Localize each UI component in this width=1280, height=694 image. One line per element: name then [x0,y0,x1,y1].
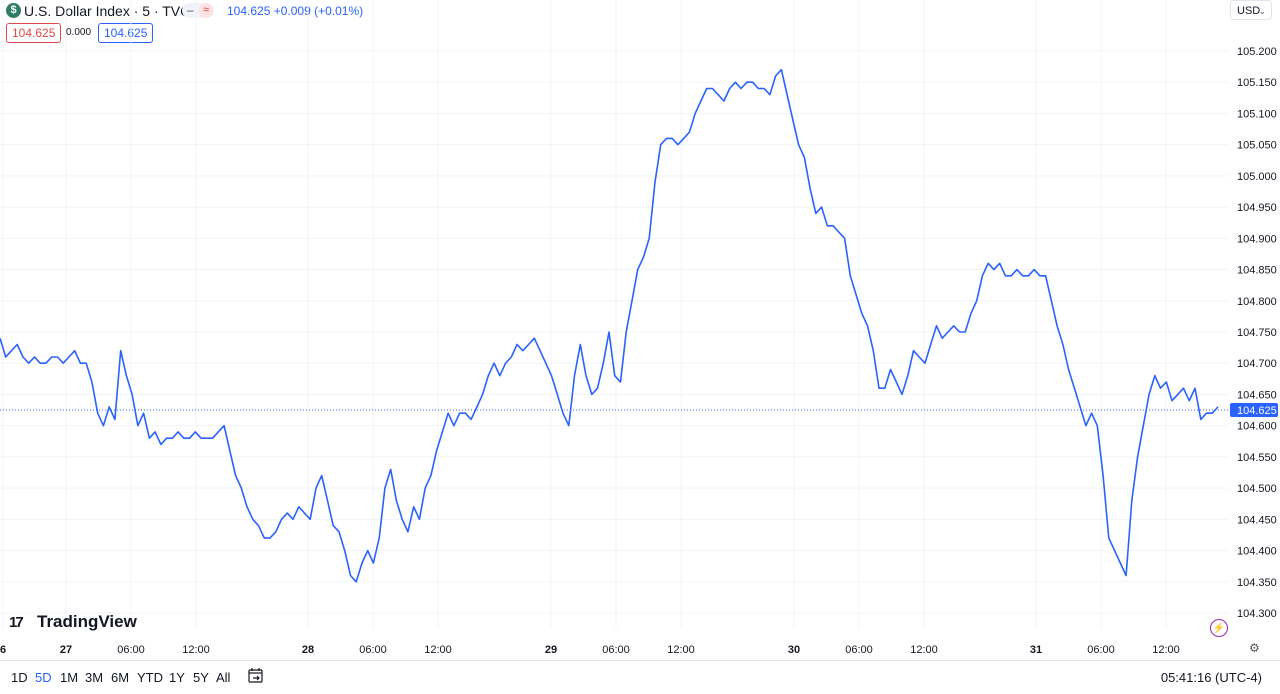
x-tick-label: 12:00 [182,644,210,656]
currency-select[interactable]: USD ⌄ [1230,0,1272,20]
tradingview-mark-icon: 17 [9,614,24,631]
y-tick-label: 104.500 [1237,483,1277,495]
y-tick-label: 104.950 [1237,202,1277,214]
last-price-marker [1230,403,1278,418]
y-tick-label: 104.650 [1237,389,1277,401]
x-tick-label: 12:00 [910,644,938,656]
y-tick-label: 105.200 [1237,46,1277,58]
market-status-icon[interactable]: – [187,3,194,17]
range-1m-button[interactable]: 1M [60,670,79,685]
price-line [0,68,1219,583]
y-tick-label: 104.450 [1237,514,1277,526]
lightning-icon[interactable]: ⚡ [1210,619,1228,637]
price-change: +0.009 (+0.01%) [273,4,364,18]
range-1d-button[interactable]: 1D [11,670,28,685]
x-tick-label: 27 [60,644,72,656]
x-tick-label: 06:00 [602,644,630,656]
chart-grid [0,0,1228,628]
x-tick-label: 28 [302,644,314,656]
brand-name: TradingView [37,612,137,631]
y-tick-label: 104.550 [1237,452,1277,464]
last-price: 104.625 [227,4,271,18]
price-line-series [0,68,1219,583]
y-tick-label: 105.150 [1237,77,1277,89]
y-tick-label: 105.050 [1237,140,1277,152]
range-5d-button[interactable]: 5D [35,670,52,685]
sell-button[interactable]: 104.625 [6,23,62,43]
data-delay-icon[interactable]: ≈ [199,3,213,18]
time-axis: 6 27 06:00 12:00 28 06:00 12:00 29 06:00 12:00 30 0… [0,644,1180,656]
chevron-down-icon: ⌄ [1258,6,1266,16]
range-6m-button[interactable]: 6M [111,670,130,685]
dollar-icon: $ [6,3,21,18]
y-tick-label: 104.700 [1237,358,1277,370]
range-5y-button[interactable]: 5Y [193,670,209,685]
y-tick-label: 104.300 [1237,608,1277,620]
spread-value: 0.000 [66,27,92,38]
x-tick-label: 12:00 [424,644,452,656]
last-price-line: 104.625 [0,403,1278,418]
range-1y-button[interactable]: 1Y [169,670,185,685]
y-tick-label: 104.600 [1237,421,1277,433]
x-tick-label: 30 [788,644,800,656]
x-tick-label: 06:00 [845,644,873,656]
price-axis: 105.200 105.150 105.100 105.050 105.000 104.9… [1237,46,1277,620]
range-ytd-button[interactable]: YTD [137,670,163,685]
price-chart[interactable]: 104.625 105.200105.150105.100105.050105.… [0,0,1280,660]
quote-summary: 104.625 +0.009 (+0.01%) [227,4,363,18]
clock-timezone[interactable]: 05:41:16 (UTC-4) [1160,670,1262,685]
x-tick-label: 12:00 [667,644,695,656]
x-tick-label: 12:00 [1152,644,1180,656]
y-tick-label: 105.000 [1237,171,1277,183]
x-tick-label: 6 [0,644,6,656]
y-tick-label: 104.400 [1237,546,1277,558]
x-tick-label: 31 [1030,644,1042,656]
range-3m-button[interactable]: 3M [85,670,104,685]
gear-icon[interactable]: ⚙ [1249,641,1260,655]
bottom-toolbar: 1D 5D 1M 3M 6M YTD 1Y 5Y All 05:41:16 (U… [0,660,1280,694]
y-tick-label: 104.850 [1237,265,1277,277]
x-tick-label: 06:00 [1087,644,1115,656]
y-tick-label: 104.750 [1237,327,1277,339]
x-tick-label: 06:00 [117,644,145,656]
y-tick-label: 104.800 [1237,296,1277,308]
x-tick-label: 29 [545,644,557,656]
buy-button[interactable]: 104.625 [98,23,154,43]
y-tick-label: 104.900 [1237,233,1277,245]
x-tick-label: 06:00 [359,644,387,656]
y-tick-label: 105.100 [1237,108,1277,120]
last-price-label: 104.625 [1237,405,1277,417]
y-tick-label: 104.350 [1237,577,1277,589]
currency-label: USD [1237,5,1261,17]
range-all-button[interactable]: All [216,670,231,685]
compare-icon[interactable] [247,667,265,685]
